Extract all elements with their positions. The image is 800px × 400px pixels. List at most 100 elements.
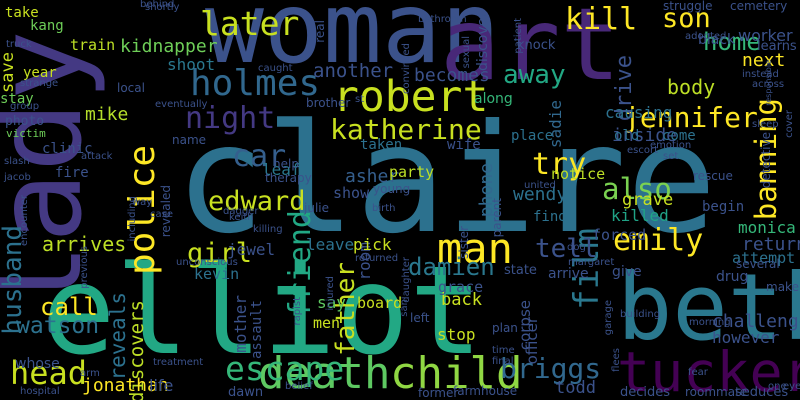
word: leaf	[262, 160, 301, 179]
word: grace	[438, 278, 484, 296]
word: dog	[567, 242, 586, 253]
word: call	[40, 293, 98, 321]
word: unconscious	[176, 257, 238, 268]
word: united	[524, 180, 556, 191]
word: train	[70, 36, 116, 54]
word: learns	[757, 39, 797, 54]
word: kidnapper	[120, 36, 218, 57]
word: final	[492, 356, 514, 367]
word: encounter	[19, 195, 30, 246]
word: fear	[688, 367, 708, 378]
word: another	[313, 60, 394, 82]
word: cemetery	[730, 0, 788, 13]
word: discover	[475, 12, 491, 71]
word: son	[662, 3, 711, 34]
word: damien	[408, 253, 495, 281]
word: arrives	[42, 232, 127, 256]
word: jewel	[227, 240, 276, 259]
word: causing	[605, 103, 673, 122]
word: drug	[716, 269, 749, 285]
word: group	[10, 101, 40, 112]
word: killing	[253, 224, 283, 235]
word: time	[492, 345, 515, 356]
word: young	[373, 182, 411, 196]
word: year	[23, 65, 57, 81]
word: patient	[513, 18, 524, 54]
word: kill	[565, 2, 638, 37]
word: home	[703, 28, 761, 56]
word: holmes	[190, 63, 321, 104]
word: instead	[742, 69, 779, 80]
word: child	[390, 348, 523, 399]
word: arm	[80, 368, 100, 379]
word: photo	[5, 114, 45, 129]
word: clinic	[42, 141, 93, 157]
word: attempt	[732, 249, 796, 267]
word: one	[768, 381, 787, 392]
word: slash	[4, 156, 30, 167]
word: begin	[702, 199, 745, 215]
word: caught	[258, 63, 293, 74]
word: girl	[187, 238, 253, 269]
word: try	[532, 147, 587, 182]
word: local	[117, 81, 145, 95]
word: dawn	[228, 385, 264, 400]
word: monica	[738, 218, 796, 237]
word: building	[620, 309, 661, 320]
word: tucker	[617, 340, 800, 400]
word: plan	[492, 321, 518, 335]
word: wife	[447, 137, 481, 153]
word: several	[736, 257, 780, 271]
word: jacob	[4, 172, 31, 183]
word: save	[0, 52, 18, 93]
word: emotion	[650, 140, 692, 151]
word: adopted	[685, 31, 727, 42]
word: set	[663, 151, 679, 162]
word: injured	[325, 276, 336, 311]
word: kevin	[194, 265, 240, 283]
word: name	[172, 133, 207, 147]
word: behind	[140, 0, 175, 10]
word: st	[355, 94, 365, 105]
word: way	[132, 197, 153, 208]
word: black	[698, 32, 736, 48]
word: body	[667, 75, 716, 99]
word: jennifer	[623, 101, 758, 134]
word: edward	[208, 186, 306, 217]
word: come	[662, 128, 696, 144]
word: away	[503, 60, 566, 90]
word: briggs	[500, 352, 602, 385]
word: challenge	[712, 311, 800, 332]
word: returned	[355, 253, 399, 264]
word: grave	[622, 190, 674, 210]
word: asher	[345, 166, 400, 187]
word: morning	[689, 317, 731, 328]
word: garage	[603, 300, 614, 336]
word: arrive	[548, 266, 589, 282]
word: give	[612, 264, 642, 280]
word: across	[752, 79, 785, 90]
word: sexual	[461, 36, 472, 69]
word: however	[712, 328, 780, 347]
word: watson	[16, 313, 100, 339]
word: inside	[612, 125, 678, 146]
word: party	[389, 163, 435, 181]
word: hospital	[20, 386, 60, 397]
word: next	[742, 50, 786, 71]
word: life	[149, 376, 174, 395]
word: notice	[551, 165, 606, 183]
word: escape	[225, 349, 345, 388]
word: assault	[249, 300, 265, 360]
word: seduces	[735, 385, 789, 400]
word: kang	[30, 18, 64, 34]
word: car	[232, 139, 287, 174]
word: pick	[353, 235, 392, 254]
word: keith	[229, 212, 254, 223]
word: flees	[611, 348, 622, 372]
word: stop	[437, 325, 476, 344]
word: woman	[205, 0, 501, 86]
word: taken	[360, 137, 403, 153]
word: eye	[783, 381, 800, 392]
word: wendy	[513, 184, 568, 205]
